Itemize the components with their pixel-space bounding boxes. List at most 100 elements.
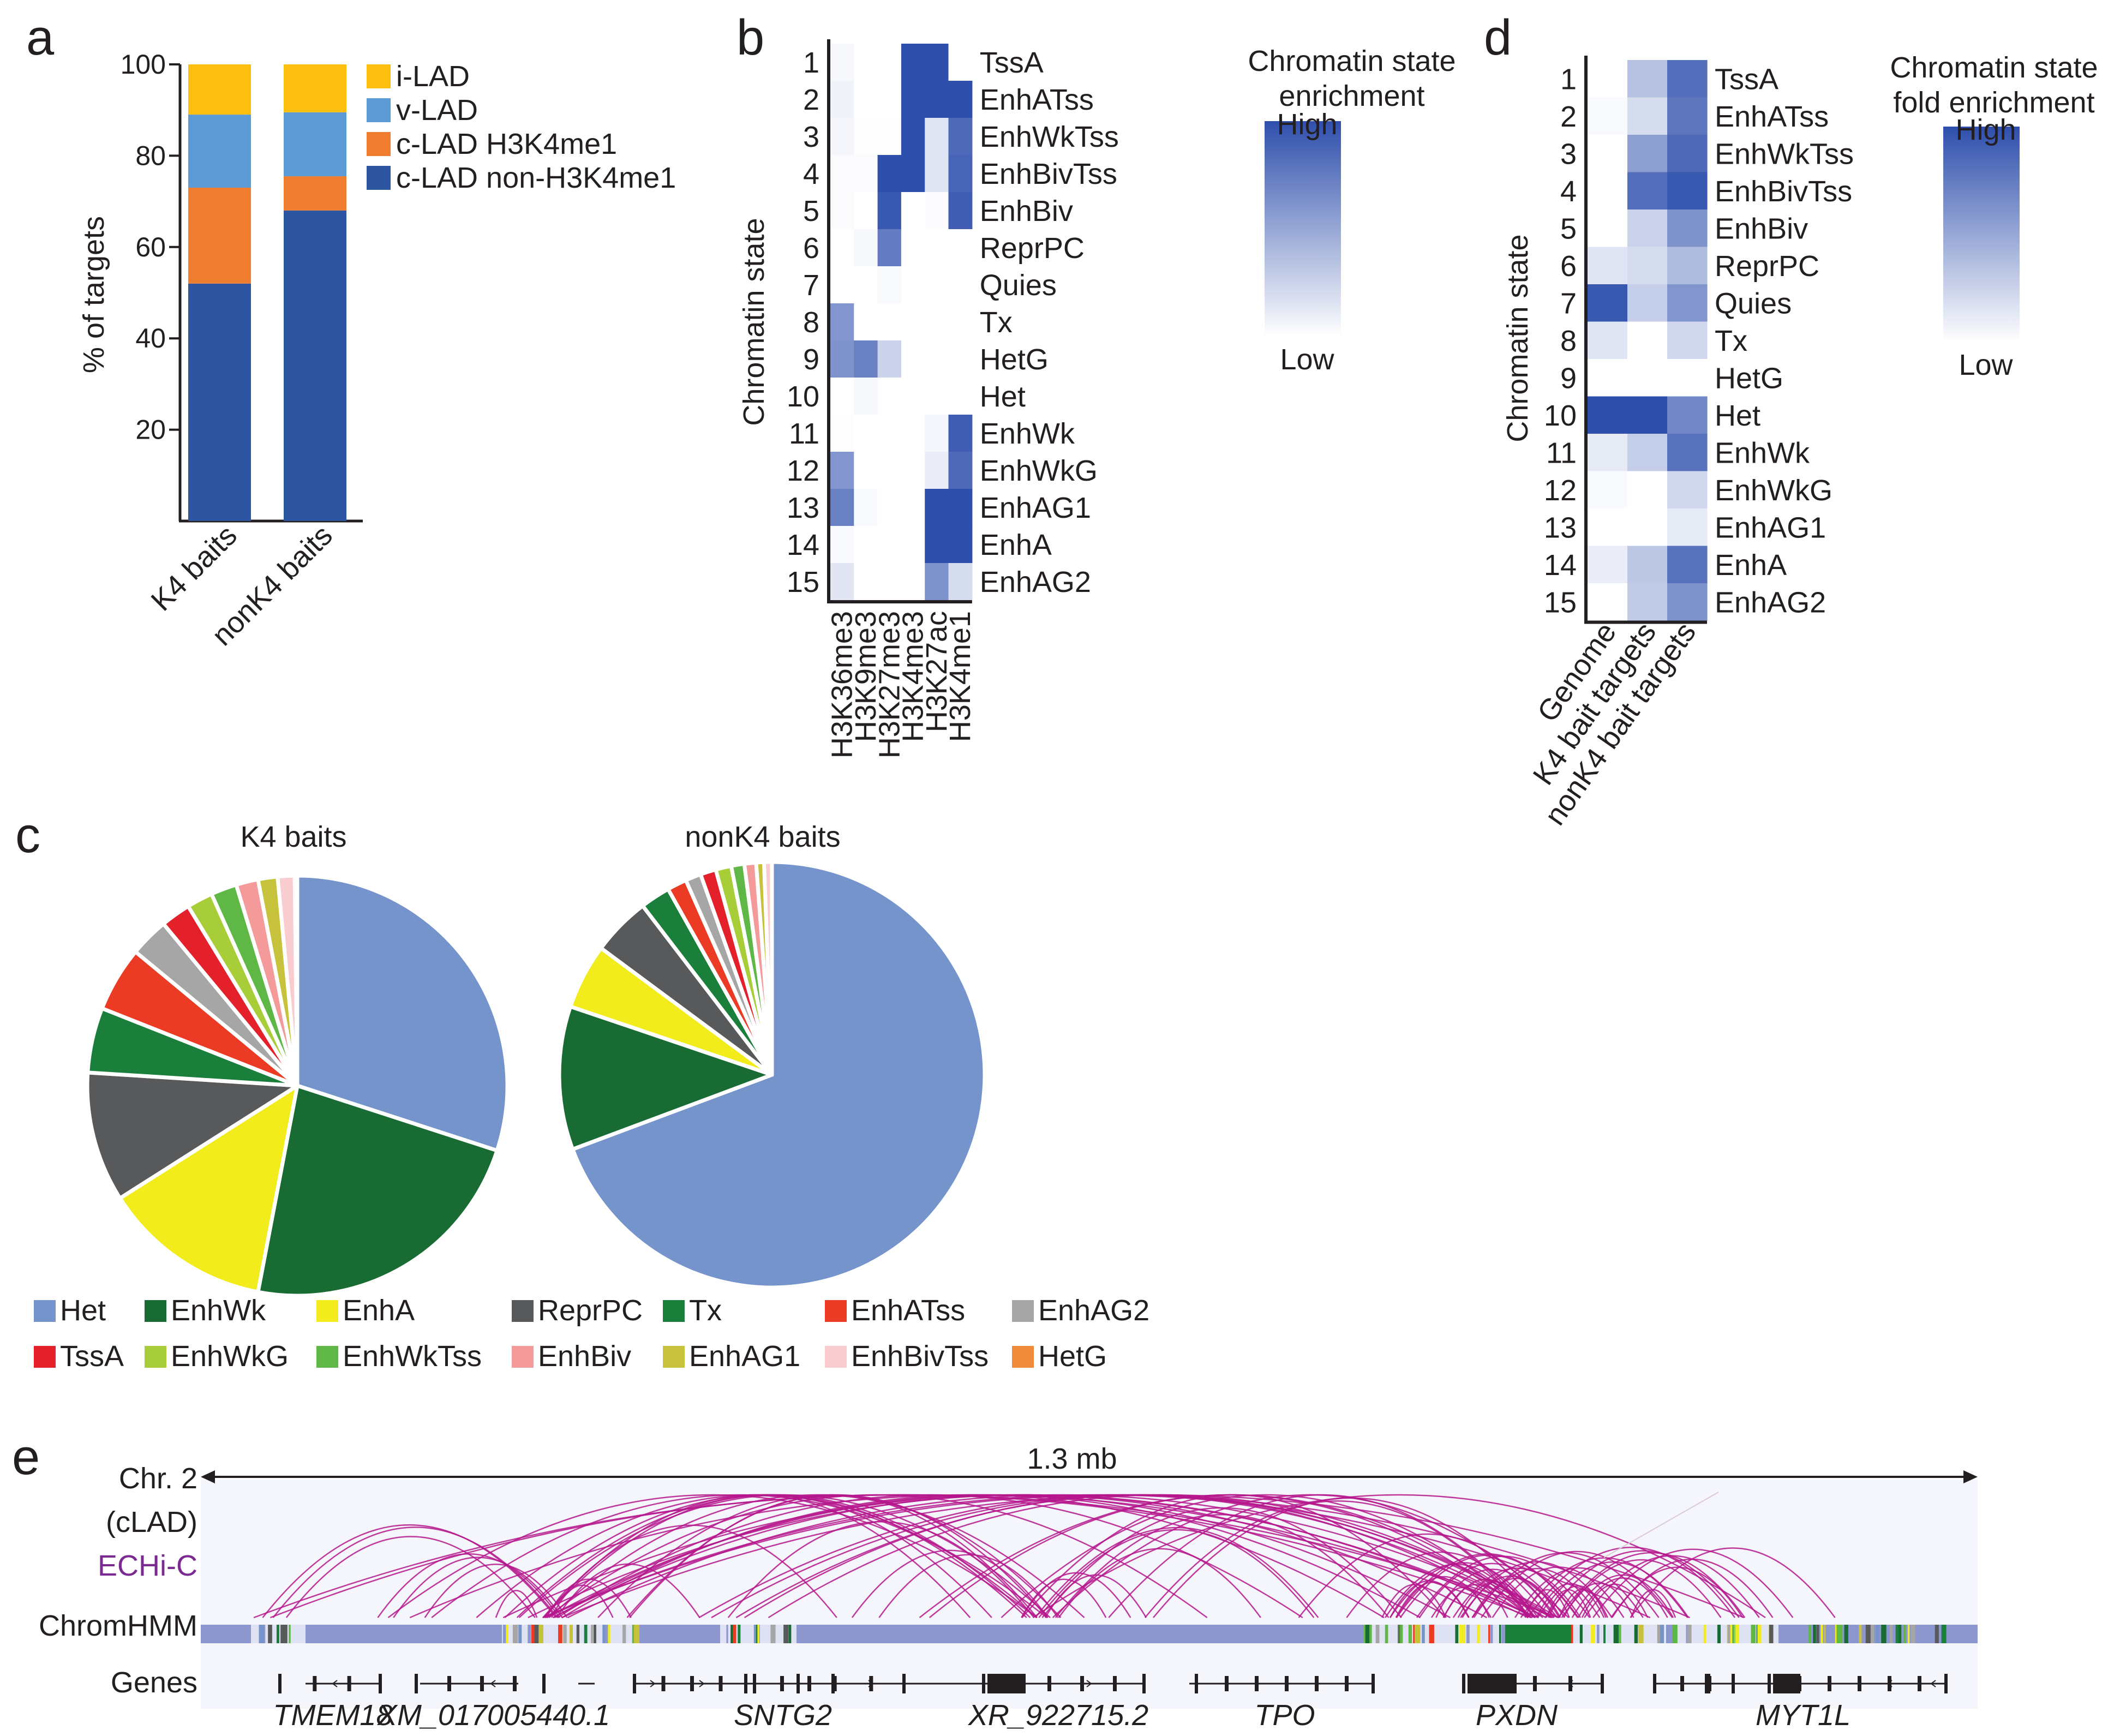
chromhmm-segment	[1876, 1625, 1880, 1643]
bar-segment	[284, 64, 346, 112]
bar-segment	[284, 112, 346, 177]
heatmap-column-label: H3K9me3	[849, 611, 882, 742]
chromhmm-segment	[757, 1625, 759, 1643]
gene-strand-arrow	[332, 1680, 338, 1687]
heatmap-cell	[1667, 434, 1708, 472]
heatmap-cell	[1627, 97, 1668, 135]
heatmap-cell	[901, 229, 925, 267]
chromhmm-het-block	[638, 1625, 720, 1643]
gene-label: TMEM18	[273, 1699, 392, 1732]
gene-exon	[1080, 1676, 1084, 1691]
scale-arrow-right	[1963, 1470, 1978, 1483]
heatmap-cell	[1627, 321, 1668, 360]
track-label-chr: Chr. 2	[119, 1462, 197, 1495]
pie-legend-swatch	[825, 1300, 847, 1322]
heatmap-cell	[925, 81, 949, 118]
heatmap-cell	[1588, 135, 1628, 173]
heatmap-cell	[830, 340, 854, 378]
chromhmm-segment	[1735, 1625, 1739, 1643]
bar-segment	[188, 187, 251, 284]
pie-legend-label: Tx	[689, 1294, 722, 1327]
heatmap-cell	[925, 155, 949, 193]
gene-exon	[278, 1674, 282, 1693]
heatmap-cell	[1667, 135, 1708, 173]
heatmap-row-number: 14	[787, 529, 819, 561]
pie-legend-label: EnhBiv	[538, 1340, 631, 1373]
heatmap-row-label: TssA	[980, 46, 1044, 79]
heatmap-cell	[925, 303, 949, 341]
chromhmm-segment	[1597, 1625, 1600, 1643]
gene-exon	[869, 1676, 873, 1691]
chromhmm-segment	[1619, 1625, 1621, 1643]
gene-label: XM_017005440.1	[376, 1699, 610, 1732]
echic-interaction-arc	[1527, 1546, 1736, 1618]
chromhmm-segment	[1579, 1625, 1583, 1643]
heatmap-cell	[1627, 396, 1668, 434]
heatmap-cell	[877, 118, 902, 155]
heatmap-row-number: 6	[803, 232, 819, 265]
chromhmm-segment	[1840, 1625, 1842, 1643]
chromhmm-segment	[1881, 1625, 1887, 1643]
echic-interaction-arc	[1630, 1547, 1836, 1618]
heatmap-cell	[925, 266, 949, 304]
echic-interaction-arc	[1298, 1533, 1558, 1618]
panel-label-c: c	[15, 807, 40, 863]
chromhmm-segment	[512, 1625, 518, 1643]
echic-interaction-arc	[1038, 1529, 1315, 1618]
track-label-clad: (cLAD)	[106, 1506, 197, 1539]
heatmap-row-number: 13	[787, 492, 819, 524]
gene-exon-cluster	[1473, 1674, 1506, 1693]
chromhmm-segment	[1365, 1625, 1370, 1643]
chromhmm-segment	[1941, 1625, 1947, 1643]
chromhmm-segment	[1367, 1625, 1372, 1643]
heatmap-row-number: 10	[787, 380, 819, 413]
pie-slice	[295, 873, 510, 1153]
gene-exon	[753, 1674, 756, 1693]
echic-interaction-arc	[1385, 1564, 1529, 1618]
heatmap-cell	[1588, 471, 1628, 509]
heatmap-cell	[877, 563, 902, 601]
heatmap-cell	[948, 192, 973, 230]
gene-exon	[1888, 1676, 1891, 1691]
gene-exon	[1768, 1674, 1771, 1693]
heatmap-cell	[1588, 583, 1628, 621]
heatmap-row-label: ReprPC	[1715, 250, 1819, 283]
chromhmm-segment	[584, 1625, 588, 1643]
heatmap-cell	[1627, 583, 1668, 621]
chromhmm-segment	[1414, 1625, 1418, 1643]
heatmap-cell	[854, 378, 878, 415]
heatmap-cell	[877, 415, 902, 452]
heatmap-cell	[1627, 546, 1668, 584]
heatmap-cell	[925, 44, 949, 81]
bar-legend-swatch	[367, 64, 391, 88]
heatmap-d-ylabel: Chromatin state	[1501, 234, 1534, 442]
heatmap-cell	[948, 81, 973, 118]
colorbar-title: Chromatin state	[1890, 51, 2098, 84]
chromhmm-segment	[1871, 1625, 1875, 1643]
chromhmm-tx-block	[1506, 1625, 1571, 1643]
chromhmm-segment	[576, 1625, 580, 1643]
gene-label: MYT1L	[1756, 1699, 1851, 1732]
track-label-chromhmm: ChromHMM	[39, 1609, 197, 1642]
heatmap-cell	[948, 415, 973, 452]
echic-interaction-arc	[1153, 1497, 1551, 1618]
gene-exon	[1944, 1674, 1948, 1693]
bar-legend-label: c-LAD H3K4me1	[396, 128, 617, 160]
heatmap-row-label: EnhATss	[980, 83, 1094, 116]
heatmap-cell	[854, 340, 878, 378]
echic-interaction-arc	[851, 1549, 1049, 1618]
heatmap-cell	[830, 452, 854, 489]
pie-legend-swatch	[316, 1300, 338, 1322]
heatmap-cell	[901, 340, 925, 378]
heatmap-cell	[830, 415, 854, 452]
gene-exon	[1828, 1676, 1831, 1691]
heatmap-row-label: EnhAG1	[1715, 511, 1826, 544]
pie-legend-swatch	[825, 1346, 847, 1368]
chromhmm-segment	[1459, 1625, 1464, 1643]
heatmap-cell	[877, 81, 902, 118]
echic-interaction-arc	[1034, 1527, 1319, 1618]
echic-interaction-arc	[409, 1494, 1539, 1619]
heatmap-cell	[901, 44, 925, 81]
echic-interaction-arc	[1492, 1566, 1625, 1618]
chromhmm-segment	[1757, 1625, 1762, 1643]
